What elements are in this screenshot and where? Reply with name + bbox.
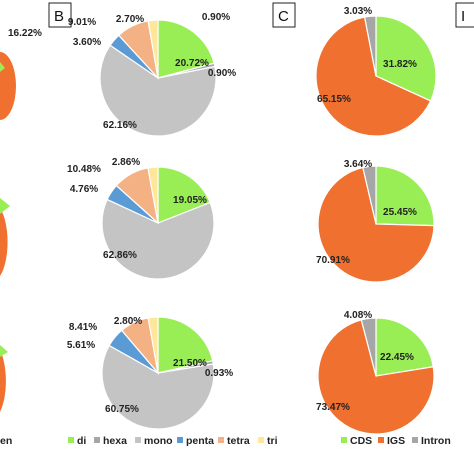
pie-2-label-di: 19.05% <box>173 195 207 206</box>
svg-text:I: I <box>461 8 465 25</box>
pie-2-slice-tri <box>147 166 159 224</box>
pie-3-label-di: 21.50% <box>173 358 207 369</box>
pie-4-label-igs: 65.15% <box>317 94 351 105</box>
pie-6: 22.45% 73.47% 4.08% <box>316 310 435 435</box>
pie-6-label-intron: 4.08% <box>344 310 372 321</box>
pie-1-slice-mono <box>99 44 217 137</box>
legend-label-cds: CDS <box>350 435 372 447</box>
panel-a-partial: 16.22% en <box>0 28 42 447</box>
svg-text:B: B <box>54 8 64 25</box>
pie-2-label-penta: 4.76% <box>70 184 98 195</box>
legend-label-igs: IGS <box>387 435 405 447</box>
legend-label-tri: tri <box>267 435 278 447</box>
pie-3-slice-tri <box>147 316 159 374</box>
panel-a-legend-fragment: en <box>0 435 12 447</box>
pie-2: 19.05% 62.86% 4.76% 10.48% 2.86% <box>67 157 215 280</box>
legend-swatch-tri <box>258 437 264 443</box>
pie-3-label-tri: 2.80% <box>114 316 142 327</box>
pie-3-slice-mono <box>101 344 215 430</box>
pie-1: 20.72%0.90%62.16%3.60%9.01% 2.70% 0.90% <box>68 12 236 137</box>
legend-swatch-intron <box>412 437 418 443</box>
pie-4-slice-cds <box>375 15 437 102</box>
pie-6-slice-intron <box>360 317 377 377</box>
pie-6-label-igs: 73.47% <box>316 402 350 413</box>
legend-label-tetra: tetra <box>227 435 250 447</box>
legend-label-hexa: hexa <box>103 435 127 447</box>
legend-swatch-penta <box>177 437 183 443</box>
legend-panel-c: CDS IGS Intron <box>341 435 451 447</box>
pie-3-slice-di <box>157 316 214 374</box>
legend-swatch-cds <box>341 437 347 443</box>
legend-panel-b: di hexa mono penta tetra tri <box>68 435 278 447</box>
legend-label-mono: mono <box>144 435 173 447</box>
legend-swatch-igs <box>378 437 384 443</box>
panel-letter-c: C <box>272 2 296 28</box>
pie-4: 31.82% 65.15% 3.03% <box>315 6 437 137</box>
pie-2-slice-di <box>157 166 211 224</box>
legend-label-intron: Intron <box>421 435 451 447</box>
pie-5-slice-igs <box>317 166 435 283</box>
legend-swatch-mono <box>135 437 141 443</box>
pie-3-label-tetra: 8.41% <box>69 322 97 333</box>
pie-2-label-tri: 2.86% <box>112 157 140 168</box>
pie-1-label-mono: 62.16% <box>103 120 137 131</box>
legend-label-penta: penta <box>186 435 214 447</box>
pie-6-slice-cds <box>375 317 434 377</box>
pie-2-label-mono: 62.86% <box>103 250 137 261</box>
pie-1-label-penta: 3.60% <box>73 37 101 48</box>
pie-1-label-tetra: 9.01% <box>68 17 96 28</box>
pie-5-slice-cds <box>375 165 435 227</box>
svg-text:C: C <box>278 8 289 25</box>
legend-swatch-tetra <box>218 437 224 443</box>
panel-a-pie-2-igs <box>0 208 8 276</box>
pie-5-label-igs: 70.91% <box>316 255 350 266</box>
pie-6-label-cds: 22.45% <box>380 352 414 363</box>
pie-4-label-intron: 3.03% <box>344 6 372 17</box>
pie-1-slice-di <box>157 19 215 79</box>
pie-6-slice-igs <box>317 319 435 435</box>
pie-1-label-extra: 0.90% <box>202 12 230 23</box>
pie-5-label-cds: 25.45% <box>383 207 417 218</box>
pie-1-slice-tri <box>147 19 159 79</box>
pie-3-label-penta: 5.61% <box>67 340 95 351</box>
pie-3: 21.50%0.93% 60.75% 5.61% 8.41% 2.80% <box>67 316 233 430</box>
panel-a-pie-3-igs <box>0 350 6 412</box>
pie-charts: 20.72%0.90%62.16%3.60%9.01% 2.70% 0.90%19.… <box>67 6 437 435</box>
legend-swatch-di <box>68 437 74 443</box>
pie-1-label-hexa: 0.90% <box>208 68 236 79</box>
pie-3-label-mono: 60.75% <box>105 404 139 415</box>
panel-a-pie-1-label: 16.22% <box>8 28 42 39</box>
pie-5-slice-intron <box>362 165 377 225</box>
panel-letter-d-partial: I <box>455 2 474 28</box>
panel-a-pie-2-cds <box>0 198 10 214</box>
pie-1-label-di: 20.72% <box>175 58 209 69</box>
pie-5: 25.45% 70.91% 3.64% <box>316 159 435 283</box>
panel-a-pie-1-cds <box>0 62 5 72</box>
panel-letter-b: B <box>48 2 72 28</box>
legend-label-di: di <box>77 435 86 447</box>
pie-4-slice-igs <box>315 16 432 137</box>
pie-2-label-tetra: 10.48% <box>67 164 101 175</box>
legend-swatch-hexa <box>94 437 100 443</box>
pie-4-label-cds: 31.82% <box>383 59 417 70</box>
pie-3-label-hexa: 0.93% <box>205 368 233 379</box>
pie-1-label-tri: 2.70% <box>116 14 144 25</box>
pie-2-slice-mono <box>101 198 215 280</box>
pie-5-label-intron: 3.64% <box>344 159 372 170</box>
pie-4-slice-intron <box>363 15 377 77</box>
panel-a-pie-1-igs <box>0 52 16 120</box>
panel-a-pie-3-cds <box>0 345 8 357</box>
